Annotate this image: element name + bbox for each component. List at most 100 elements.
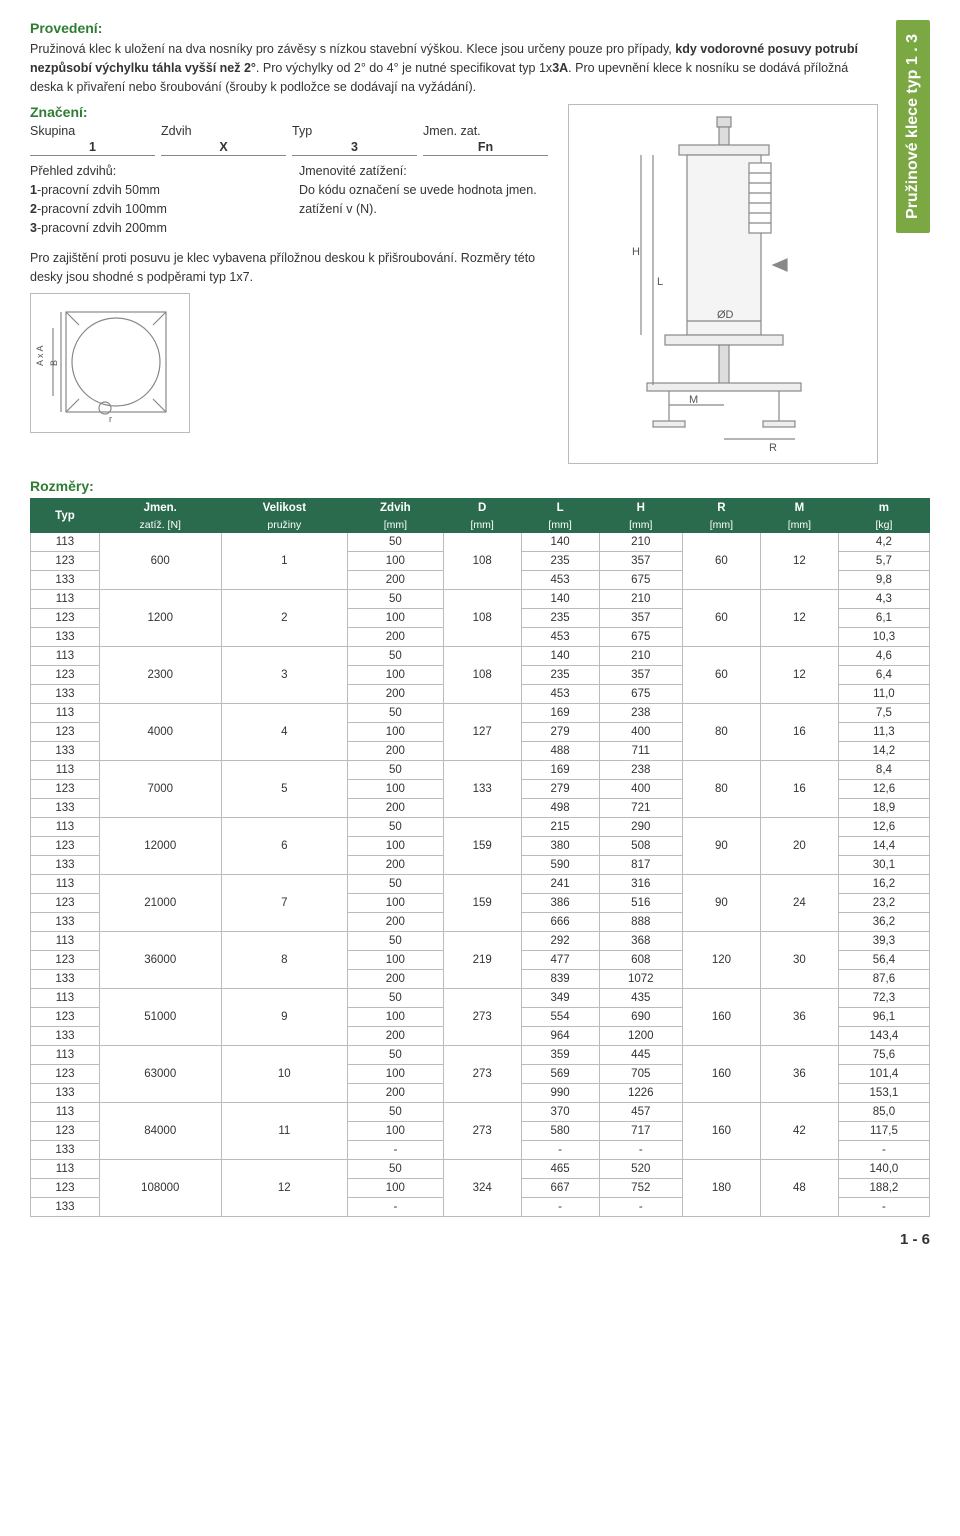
th-3: Zdvih [348, 499, 444, 518]
z3a: 3 [30, 221, 37, 235]
cell: 12,6 [838, 818, 929, 837]
cell: 752 [599, 1179, 682, 1198]
cell: 2 [221, 590, 348, 647]
cell: 84000 [99, 1103, 221, 1160]
cell: 14,4 [838, 837, 929, 856]
cell: 113 [31, 647, 100, 666]
cell: 133 [31, 571, 100, 590]
cell: 357 [599, 609, 682, 628]
cell: 219 [443, 932, 521, 989]
z3b: -pracovní zdvih 200mm [37, 221, 167, 235]
cell: 1226 [599, 1084, 682, 1103]
cell: 690 [599, 1008, 682, 1027]
cell: 9 [221, 989, 348, 1046]
cell: - [838, 1198, 929, 1217]
cell: 123 [31, 552, 100, 571]
cell: 36 [760, 1046, 838, 1103]
mv4: Fn [423, 140, 548, 156]
z1a: 1 [30, 183, 37, 197]
cell: 990 [521, 1084, 599, 1103]
cell: 200 [348, 1084, 444, 1103]
cell: 600 [99, 533, 221, 590]
cell: 498 [521, 799, 599, 818]
cell: 50 [348, 1103, 444, 1122]
marking-values: 1 X 3 Fn [30, 140, 548, 156]
cell: 120 [682, 932, 760, 989]
cell: 18,9 [838, 799, 929, 818]
cell: 5 [221, 761, 348, 818]
ths-6: [mm] [599, 518, 682, 533]
ths-3: [mm] [348, 518, 444, 533]
cell: 140 [521, 647, 599, 666]
cell: 368 [599, 932, 682, 951]
cell: 180 [682, 1160, 760, 1217]
cell: 108000 [99, 1160, 221, 1217]
cell: 20 [760, 818, 838, 875]
th-2: Velikost [221, 499, 348, 518]
cell: 127 [443, 704, 521, 761]
cell: 453 [521, 571, 599, 590]
cell: 85,0 [838, 1103, 929, 1122]
zdvih-title: Přehled zdvihů: [30, 162, 279, 181]
cell: 60 [682, 533, 760, 590]
th-1: Jmen. [99, 499, 221, 518]
svg-text:A x A: A x A [35, 345, 45, 366]
main-diagram: H L ØD M R [568, 104, 878, 464]
cell: 100 [348, 837, 444, 856]
cell: 123 [31, 666, 100, 685]
small-diagram: A x A B r [30, 293, 190, 433]
cell: 590 [521, 856, 599, 875]
th-0: Typ [31, 499, 100, 533]
cell: - [599, 1141, 682, 1160]
cell: 60 [682, 590, 760, 647]
cell: 241 [521, 875, 599, 894]
cell: 210 [599, 590, 682, 609]
cell: 200 [348, 742, 444, 761]
cell: 12 [221, 1160, 348, 1217]
cell: 100 [348, 1179, 444, 1198]
cell: 359 [521, 1046, 599, 1065]
table-row: 113230035010814021060124,6 [31, 647, 930, 666]
cell: 50 [348, 875, 444, 894]
cell: 10,3 [838, 628, 929, 647]
cell: 50 [348, 704, 444, 723]
cell: 188,2 [838, 1179, 929, 1198]
svg-text:ØD: ØD [717, 309, 734, 321]
cell: 133 [31, 1027, 100, 1046]
cell: 453 [521, 628, 599, 647]
cell: 200 [348, 1027, 444, 1046]
cell: 200 [348, 628, 444, 647]
cell: 30 [760, 932, 838, 989]
cell: 113 [31, 818, 100, 837]
cell: 108 [443, 590, 521, 647]
ths-9: [kg] [838, 518, 929, 533]
cell: 50 [348, 647, 444, 666]
cell: 508 [599, 837, 682, 856]
cell: 279 [521, 723, 599, 742]
marking-headers: Skupina Zdvih Typ Jmen. zat. [30, 124, 548, 138]
cell: 75,6 [838, 1046, 929, 1065]
cell: 60 [682, 647, 760, 704]
cell: 140 [521, 590, 599, 609]
cell: 113 [31, 1046, 100, 1065]
cell: 140 [521, 533, 599, 552]
cell: 113 [31, 875, 100, 894]
cell: 123 [31, 1008, 100, 1027]
ths-7: [mm] [682, 518, 760, 533]
cell: 100 [348, 609, 444, 628]
cell: 4,6 [838, 647, 929, 666]
cell: 160 [682, 1046, 760, 1103]
z2b: -pracovní zdvih 100mm [37, 202, 167, 216]
cell: 80 [682, 761, 760, 818]
cell: 721 [599, 799, 682, 818]
cell: 113 [31, 533, 100, 552]
cell: 324 [443, 1160, 521, 1217]
ths-2: pružiny [221, 518, 348, 533]
mv3: 3 [292, 140, 417, 156]
cell: 140,0 [838, 1160, 929, 1179]
cell: 4,3 [838, 590, 929, 609]
table-row: 113510009502733494351603672,3 [31, 989, 930, 1008]
cell: 123 [31, 1122, 100, 1141]
cell: 123 [31, 723, 100, 742]
cell: 133 [31, 970, 100, 989]
